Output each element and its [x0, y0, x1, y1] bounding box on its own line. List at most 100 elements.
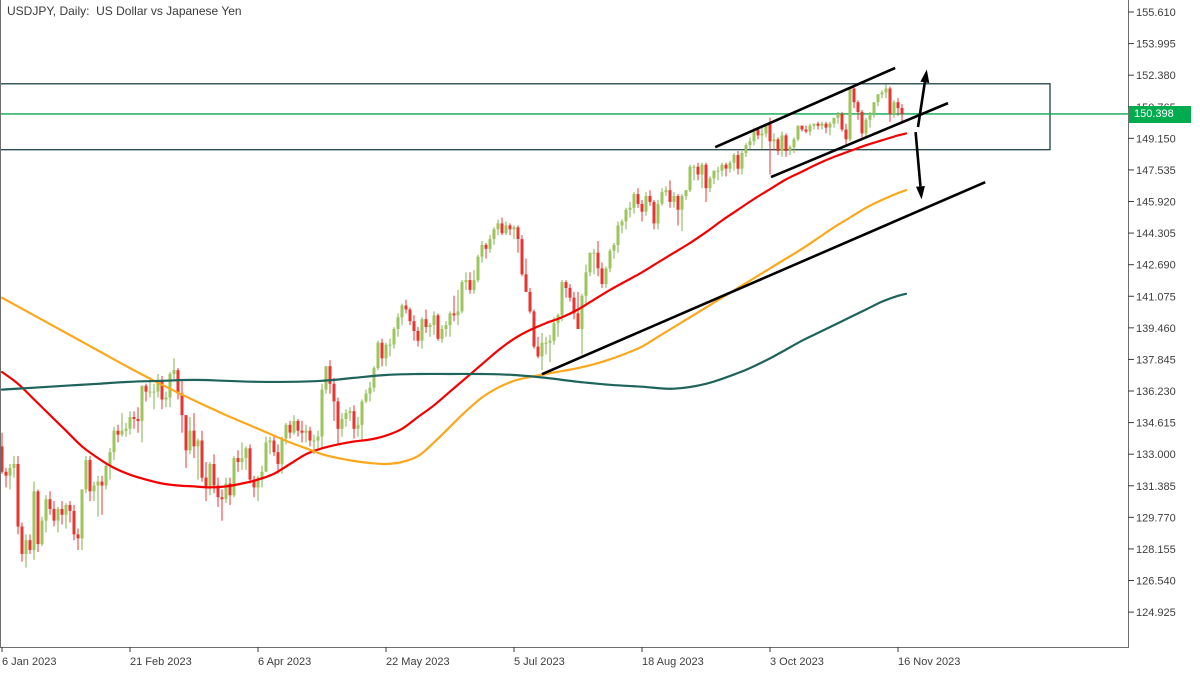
candle-body: [536, 346, 540, 357]
candle-body: [700, 164, 704, 175]
candle-body: [612, 244, 616, 251]
candle: [436, 313, 440, 341]
candle: [412, 315, 416, 341]
candle-body: [552, 323, 556, 341]
candle-body: [476, 256, 480, 281]
candle-body: [244, 448, 248, 459]
candle: [372, 366, 376, 392]
candle-body: [368, 387, 372, 394]
candle: [900, 104, 904, 124]
candle: [820, 121, 824, 130]
candle-body: [768, 123, 772, 142]
candle-body: [296, 420, 300, 431]
candle: [340, 413, 344, 437]
candle-body: [328, 366, 332, 384]
candle: [472, 270, 476, 294]
candle: [244, 446, 248, 470]
candle-body: [80, 489, 84, 539]
candle-body: [212, 464, 216, 486]
time-axis[interactable]: 6 Jan 2023 21 Feb 2023 6 Apr 2023 22 May 20…: [1, 647, 960, 668]
candle-body: [440, 329, 444, 339]
candle: [428, 323, 432, 337]
candle-body: [808, 125, 812, 132]
rising-trendline[interactable]: [541, 180, 986, 376]
candle-body: [684, 190, 688, 197]
candle-body: [508, 225, 512, 230]
candle-body: [608, 250, 612, 269]
candle-body: [32, 491, 36, 550]
candle-body: [72, 510, 76, 535]
candle-body: [240, 458, 244, 462]
candle-body: [108, 452, 112, 466]
ma-orange-line[interactable]: [0, 189, 908, 466]
candle: [152, 383, 156, 410]
channel-upper-line[interactable]: [714, 66, 896, 149]
candle-body: [872, 102, 876, 114]
candle-body: [44, 499, 48, 521]
candle: [80, 489, 84, 550]
resistance-zone-rectangle[interactable]: [0, 83, 1051, 151]
candle-body: [492, 229, 496, 240]
candle-body: [448, 313, 452, 326]
candle: [76, 528, 80, 550]
candle-body: [312, 440, 316, 442]
candle: [556, 313, 560, 337]
ma-red-line[interactable]: [0, 132, 908, 489]
time-axis-label: 18 Aug 2023: [642, 656, 704, 668]
candle-body: [0, 446, 4, 472]
down-arrow[interactable]: [914, 131, 925, 200]
chart-borders: [0, 0, 1129, 648]
candle-body: [500, 223, 504, 234]
candle-body: [592, 252, 596, 254]
candle: [52, 501, 56, 527]
candle: [68, 501, 72, 523]
time-axis-label: 16 Nov 2023: [898, 656, 960, 668]
time-axis-label: 21 Feb 2023: [130, 656, 192, 668]
candle: [864, 117, 868, 138]
price-axis-label: 136.230: [1136, 386, 1176, 398]
candle-body: [432, 315, 436, 326]
candle: [368, 381, 372, 402]
price-axis-label: 142.690: [1136, 260, 1176, 272]
ma-teal-line[interactable]: [0, 292, 908, 391]
candle: [540, 332, 544, 371]
candle: [420, 317, 424, 349]
candle-body: [772, 139, 776, 142]
up-arrow[interactable]: [916, 69, 930, 128]
candle-body: [124, 428, 128, 431]
candle: [660, 188, 664, 206]
candle-body: [584, 272, 588, 296]
candle: [432, 311, 436, 335]
candle-body: [704, 164, 708, 189]
candle: [888, 86, 892, 122]
candle: [704, 162, 708, 202]
candle: [24, 534, 28, 568]
candle: [508, 223, 512, 236]
time-axis-label: 3 Oct 2023: [770, 656, 824, 668]
candle-body: [756, 129, 760, 136]
candle: [584, 264, 588, 304]
candle-body: [116, 430, 120, 435]
candle: [184, 415, 188, 468]
candle: [552, 317, 556, 345]
candle-body: [48, 499, 52, 509]
candle-body: [188, 430, 192, 451]
candle-body: [56, 508, 60, 521]
candle: [416, 327, 420, 347]
candle: [316, 430, 320, 449]
candle-body: [732, 155, 736, 163]
candle: [92, 481, 96, 502]
candle-body: [600, 268, 604, 284]
candle-body: [16, 464, 20, 527]
candle-body: [204, 477, 208, 488]
candle: [276, 444, 280, 474]
price-axis[interactable]: 155.610153.995152.380150.765149.150147.5…: [1128, 7, 1176, 619]
candle-body: [860, 111, 864, 134]
candle-body: [156, 379, 160, 392]
candle-body: [184, 415, 188, 451]
candle: [460, 280, 464, 314]
candle: [896, 98, 900, 116]
candle: [696, 162, 700, 181]
candle-body: [144, 385, 148, 392]
